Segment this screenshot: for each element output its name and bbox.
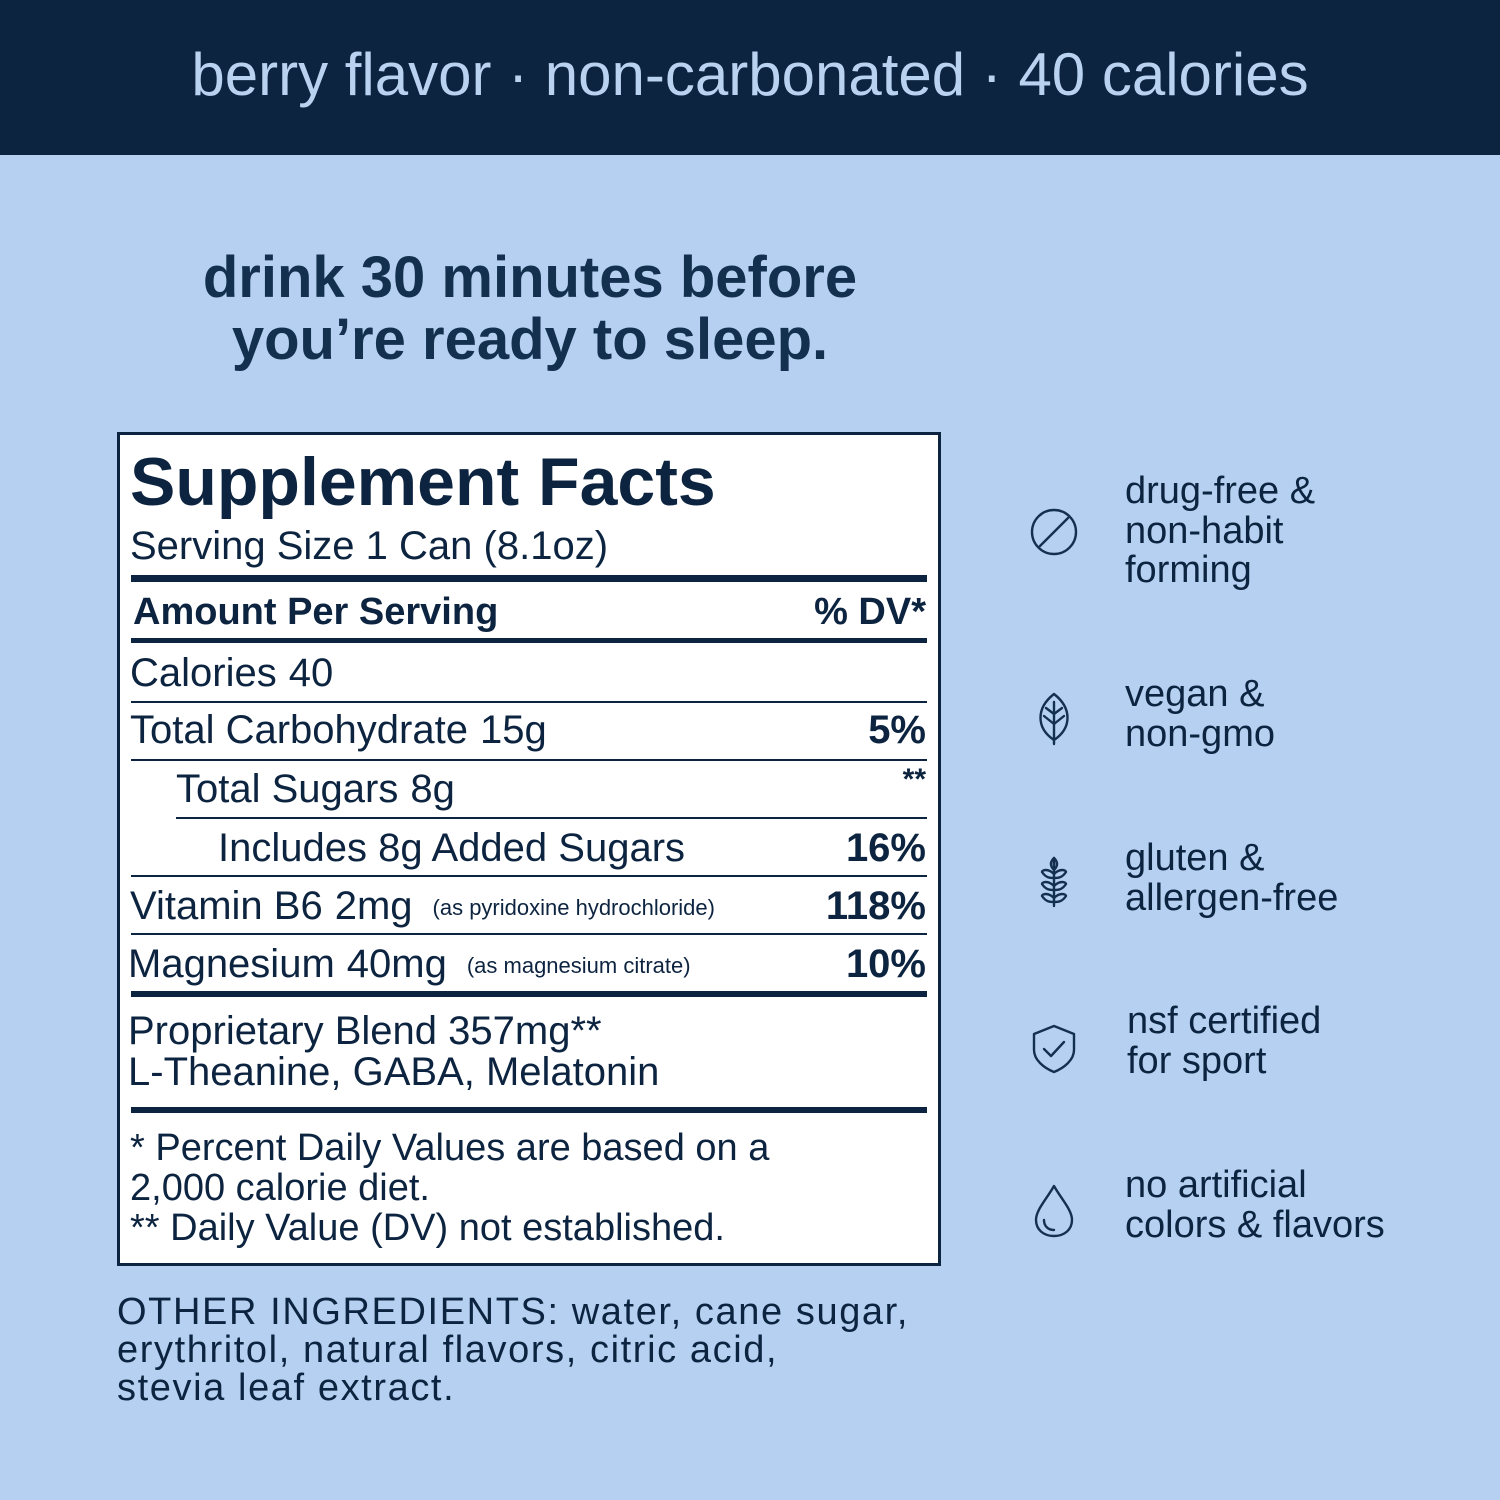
rule [131,933,927,935]
thick-rule [131,638,927,643]
note: (as pyridoxine hydrochloride) [432,895,715,921]
column-header: Amount Per Serving [133,591,499,633]
facts-panel [117,432,941,1266]
feature-text: colors & flavors [1125,1204,1385,1246]
fact-row: Vitamin B6 2mg (as pyridoxine hydrochlorid… [130,886,715,926]
note: (as magnesium citrate) [466,953,691,979]
blend-ingredients: L-Theanine, GABA, Melatonin [128,1050,660,1094]
fact-row: Magnesium 40mg (as magnesium citrate) [128,944,691,984]
column-header: % DV* [814,591,926,633]
nutrient: Includes 8g Added Sugars [218,826,686,870]
instruction-line: drink 30 minutes before [202,245,858,310]
fact-row: Includes 8g Added Sugars [218,828,685,868]
ingredients-line: erythritol, natural flavors, citric acid… [117,1329,779,1371]
thick-rule [131,991,927,997]
feature-text: drug-free & [1125,470,1316,512]
rule [131,701,927,703]
ingredients-line: OTHER INGREDIENTS: water, cane sugar, [117,1291,909,1333]
ingredients-line: stevia leaf extract. [117,1367,456,1409]
nutrient: Vitamin B6 [130,884,323,928]
feature-text: allergen-free [1125,877,1339,919]
header-text: berry flavor · non-carbonated · 40 calor… [191,41,1309,108]
fact-row: Calories 40 [130,653,333,693]
thick-rule [131,1107,927,1113]
feature-text: vegan & [1125,673,1265,715]
footnote: ** Daily Value (DV) not established. [130,1207,725,1249]
feature-text: gluten & [1125,837,1265,879]
instruction-line: you’re ready to sleep. [231,307,829,372]
daily-value: 16% [845,826,926,870]
feature-text: nsf certified [1127,1000,1322,1042]
daily-value: ** [902,763,926,796]
serving-size: Serving Size 1 Can (8.1oz) [130,524,609,568]
nutrient: Magnesium [128,942,335,986]
nutrient: Total Carbohydrate [130,708,468,752]
amount: 15g [479,708,547,752]
rule [131,759,927,761]
daily-value: 118% [825,884,926,928]
fact-row: Total Sugars 8g [176,769,455,809]
daily-value: 10% [845,942,926,986]
amount: 40 [288,651,334,695]
leaf-icon [1039,692,1069,746]
amount: 2mg [334,884,413,928]
grain-icon [1040,856,1068,908]
shield-icon [1032,1024,1076,1074]
nutrient: Calories [130,651,277,695]
feature-text: forming [1125,549,1252,591]
feature-text: for sport [1127,1040,1267,1082]
fact-row: Total Carbohydrate 15g [130,710,547,750]
thick-rule [131,575,927,582]
blend-title: Proprietary Blend 357mg** [128,1009,602,1053]
amount: 8g [410,767,455,811]
rule [176,817,927,819]
daily-value: 5% [868,708,926,752]
facts-title: Supplement Facts [130,444,716,520]
top-band: berry flavor · non-carbonated · 40 calor… [0,0,1500,155]
feature-text: non-habit [1125,510,1284,552]
footnote: * Percent Daily Values are based on a [130,1127,770,1169]
drop-icon [1034,1184,1074,1238]
feature-text: non-gmo [1125,713,1275,755]
footnote: 2,000 calorie diet. [130,1167,430,1209]
no-drug-icon [1030,508,1078,556]
feature-text: no artificial [1125,1164,1307,1206]
rule [131,875,927,877]
amount: 40mg [346,942,447,986]
nutrient: Total Sugars [176,767,399,811]
